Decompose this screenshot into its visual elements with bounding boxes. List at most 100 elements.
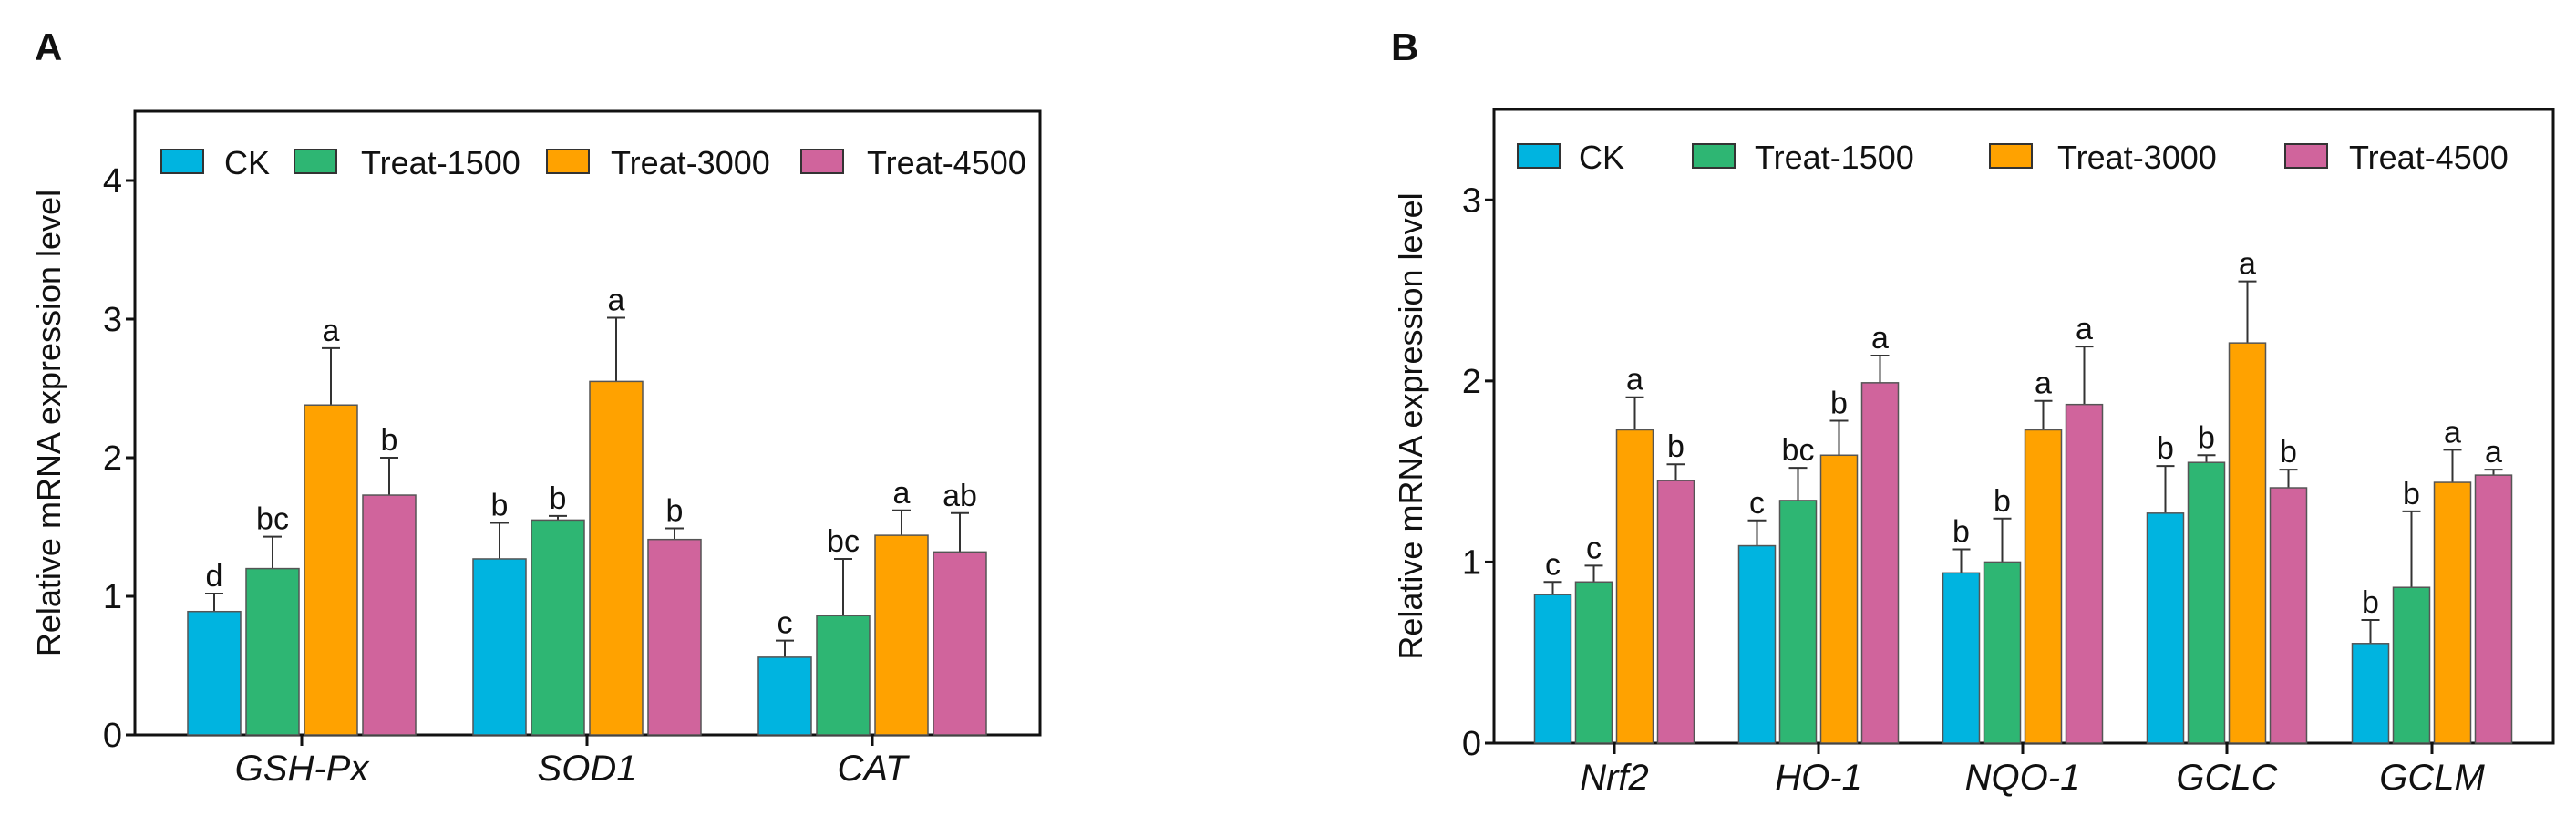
significance-letter-b: c: [1545, 547, 1561, 582]
significance-letter-b: b: [1994, 484, 2011, 519]
y-axis-label-b: Relative mRNA expression level: [1392, 192, 1429, 659]
significance-letter-b: c: [1586, 531, 1602, 565]
legend-swatch-a: [800, 149, 844, 174]
x-tick-label-b: GCLC: [2176, 758, 2278, 798]
bar-b-ck: [1942, 572, 1981, 744]
bar-b-ck: [2351, 643, 2390, 744]
bar-b-treat-3000: [2433, 481, 2472, 744]
bar-b-treat-1500: [1983, 561, 2022, 744]
legend-swatch-a: [546, 149, 590, 174]
significance-letter-a: bc: [827, 524, 860, 559]
y-tick-label-b: 0: [1462, 725, 1481, 763]
significance-letter-a: a: [323, 314, 340, 348]
significance-letter-a: a: [893, 476, 911, 511]
bar-b-treat-3000: [2228, 342, 2267, 744]
x-tick-label-b: HO-1: [1775, 758, 1862, 798]
significance-letter-b: b: [2362, 585, 2379, 620]
y-tick-label-a: 2: [103, 439, 122, 478]
bar-a-ck: [472, 558, 527, 736]
y-tick-label-b: 1: [1462, 543, 1481, 582]
bar-b-treat-3000: [1819, 454, 1859, 744]
significance-letter-a: b: [550, 481, 567, 516]
significance-letter-b: a: [1626, 363, 1643, 398]
panel-label-a: A: [35, 26, 62, 68]
significance-letter-b: a: [2239, 247, 2256, 282]
significance-letter-b: b: [2280, 435, 2297, 470]
bar-a-treat-3000: [874, 534, 929, 736]
bar-b-treat-1500: [2392, 586, 2431, 744]
y-tick-label-b: 3: [1462, 181, 1481, 220]
x-tick-label-b: GCLM: [2379, 758, 2485, 798]
x-tick-label-b: Nrf2: [1580, 758, 1649, 798]
legend-swatch-b: [2284, 143, 2328, 169]
significance-letter-a: ab: [943, 479, 977, 513]
significance-letter-b: c: [1749, 486, 1765, 521]
legend-swatch-b: [1692, 143, 1736, 169]
bar-b-treat-1500: [1778, 500, 1818, 744]
bar-b-treat-1500: [2187, 461, 2226, 744]
bar-b-treat-3000: [1615, 429, 1654, 744]
legend-swatch-b: [1989, 143, 2033, 169]
significance-letter-a: d: [206, 559, 223, 594]
x-tick-label-a: SOD1: [538, 749, 637, 789]
significance-letter-b: b: [1830, 387, 1848, 421]
significance-letter-b: a: [2485, 435, 2502, 470]
legend-label-b: CK: [1579, 139, 1624, 176]
significance-letter-b: b: [1667, 429, 1685, 464]
legend-label-b: Treat-3000: [2057, 139, 2217, 176]
legend-label-a: Treat-4500: [867, 144, 1026, 181]
bar-b-treat-4500: [1656, 480, 1695, 744]
legend-label-a: Treat-3000: [611, 144, 770, 181]
significance-letter-b: a: [2035, 367, 2052, 401]
legend-label-b: Treat-4500: [2349, 139, 2509, 176]
significance-letter-b: a: [1871, 321, 1889, 356]
x-tick-label-a: GSH-Px: [235, 749, 371, 789]
significance-letter-b: b: [2157, 431, 2174, 466]
bar-b-ck: [2146, 512, 2185, 744]
bar-b-ck: [1533, 594, 1572, 744]
bar-a-ck: [757, 656, 812, 736]
significance-letter-a: bc: [256, 502, 289, 537]
bar-a-treat-4500: [647, 538, 702, 736]
bar-a-ck: [187, 610, 242, 736]
legend-swatch-a: [160, 149, 204, 174]
significance-letter-b: a: [2076, 312, 2093, 346]
legend-swatch-b: [1517, 143, 1561, 169]
y-tick-label-a: 1: [103, 578, 122, 616]
bar-b-treat-1500: [1574, 581, 1613, 744]
bar-a-treat-1500: [245, 567, 300, 736]
bar-a-treat-4500: [933, 551, 987, 736]
bar-b-ck: [1737, 544, 1777, 744]
bar-b-treat-4500: [2269, 487, 2308, 744]
y-tick-label-a: 4: [103, 162, 122, 201]
significance-letter-b: bc: [1782, 433, 1815, 468]
significance-letter-b: b: [1953, 515, 1970, 550]
legend-label-a: CK: [224, 144, 270, 181]
x-tick-label-b: NQO-1: [1965, 758, 2081, 798]
bar-b-treat-4500: [2065, 403, 2104, 744]
panel-label-b: B: [1391, 26, 1418, 68]
significance-letter-a: b: [666, 494, 684, 529]
legend-swatch-a: [294, 149, 337, 174]
bar-a-treat-1500: [816, 615, 871, 736]
y-tick-label-a: 3: [103, 301, 122, 339]
significance-letter-b: b: [2403, 477, 2420, 511]
bar-a-treat-1500: [531, 519, 585, 736]
bar-b-treat-4500: [1860, 382, 1900, 744]
x-tick-label-a: CAT: [837, 749, 910, 789]
bar-b-treat-4500: [2474, 474, 2513, 744]
significance-letter-a: b: [491, 488, 509, 522]
significance-letter-b: b: [2198, 420, 2215, 455]
y-axis-label-a: Relative mRNA expression level: [30, 190, 67, 656]
y-tick-label-a: 0: [103, 717, 122, 755]
significance-letter-a: c: [778, 606, 793, 641]
y-tick-label-b: 2: [1462, 363, 1481, 401]
bar-a-treat-3000: [304, 404, 358, 736]
legend-label-b: Treat-1500: [1755, 139, 1914, 176]
significance-letter-a: b: [381, 423, 398, 458]
bar-a-treat-4500: [362, 494, 417, 736]
legend-label-a: Treat-1500: [361, 144, 520, 181]
bar-a-treat-3000: [589, 380, 644, 736]
significance-letter-b: a: [2444, 415, 2461, 449]
bar-b-treat-3000: [2024, 429, 2063, 744]
